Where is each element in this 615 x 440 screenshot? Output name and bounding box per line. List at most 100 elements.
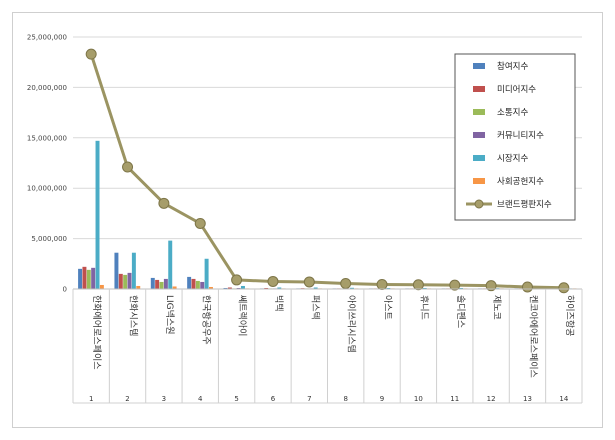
bar [223,287,228,289]
category-index: 9 [380,395,384,403]
line-point [85,48,97,60]
line-point [194,217,206,229]
category-label: 제노코 [491,295,502,320]
legend-swatch [473,155,485,161]
bar [195,280,200,289]
category-label: 한국항공우주 [200,295,211,345]
bar [78,268,83,289]
legend-label: 커뮤니티지수 [497,130,544,141]
line-point [521,281,533,293]
category-index: 8 [343,395,347,403]
y-tick-label: 25,000,000 [27,34,67,42]
line-point [412,279,424,291]
bar [264,287,269,289]
bar [155,279,160,289]
category-index: 4 [198,395,203,403]
bar [208,286,213,289]
legend-swatch [473,132,485,138]
bar [422,287,427,289]
bar [131,252,136,289]
bar [150,277,155,289]
bar [240,285,245,289]
bar [313,287,318,289]
category-label: 하이즈항공 [564,295,575,336]
bar [191,278,196,289]
category-label: 퍼스텍 [309,295,320,320]
legend-swatch [473,86,485,92]
y-tick-label: 20,000,000 [27,84,67,92]
bar [236,287,241,289]
category-index: 12 [487,395,496,403]
category-index: 10 [414,395,423,403]
y-tick-label: 10,000,000 [27,185,67,193]
legend-swatch [473,63,485,69]
legend-swatch [473,178,485,184]
category-index: 7 [307,395,311,403]
category-label: 쎄트렉아이 [237,295,248,336]
category-label: 휴니드 [418,295,429,320]
category-index: 14 [559,395,568,403]
category-label: 아스트 [382,295,393,320]
bar [118,273,123,289]
legend-label: 소통지수 [497,108,528,118]
bar [159,281,164,289]
line-point [376,278,388,290]
bar [172,286,177,289]
x-axis: 한화에어로스페이스 1 한화시스템 2 LIG넥스원 3 한국항공우주 4 쎄트렉아이 5 빅텍 6 퍼… [72,288,583,404]
bar [227,287,232,289]
bar [350,287,355,289]
category-label: 한화에어로스페이스 [91,295,102,370]
category-index: 11 [450,395,459,403]
bar [168,240,173,289]
bar [99,284,104,289]
legend-label: 시장지수 [497,153,528,164]
category-index: 6 [271,395,276,403]
line-point [340,277,352,289]
line-point [303,276,315,288]
y-axis-labels: 0 5,000,000 10,000,000 15,000,000 20,000,000… [27,34,67,294]
category-label: 빅텍 [273,295,284,312]
line-point [449,279,461,291]
bar [82,266,87,289]
category-label: 한화시스템 [128,295,140,336]
category-label: 켄코아에어로스페이스 [527,295,538,378]
category-index: 13 [523,395,532,403]
y-tick-label: 5,000,000 [31,235,67,243]
line-point [267,275,279,287]
legend-swatch [473,109,485,115]
y-tick-label: 15,000,000 [27,134,67,142]
bar [187,276,192,289]
bar [386,287,391,289]
category-label: LIG넥스원 [164,295,175,334]
line-point [558,282,570,294]
line-point [485,280,497,292]
bar [95,140,100,289]
category-index: 1 [89,395,93,403]
bar [136,285,141,289]
line-point [158,197,170,209]
legend-swatch-marker [474,199,484,209]
category-index: 2 [125,395,129,403]
bar [123,274,128,289]
legend-label: 참여지수 [497,61,528,72]
bar [86,269,91,289]
bar [114,252,119,289]
y-tick-label: 0 [63,286,67,294]
bar [91,267,96,289]
bar [277,287,282,289]
bar [204,258,209,289]
category-label: 아이쓰리시스템 [346,295,358,353]
category-label: 솔디펜스 [455,295,466,328]
line-path [89,53,564,290]
bar [163,278,168,289]
bar [200,281,205,289]
category-index: 5 [234,395,238,403]
legend-label: 사회공헌지수 [497,177,544,187]
legend-label: 브랜드평판지수 [497,199,552,210]
bar [459,287,464,289]
legend-label: 미디어지수 [497,84,536,95]
line-point [231,274,243,286]
line-point [122,161,134,173]
